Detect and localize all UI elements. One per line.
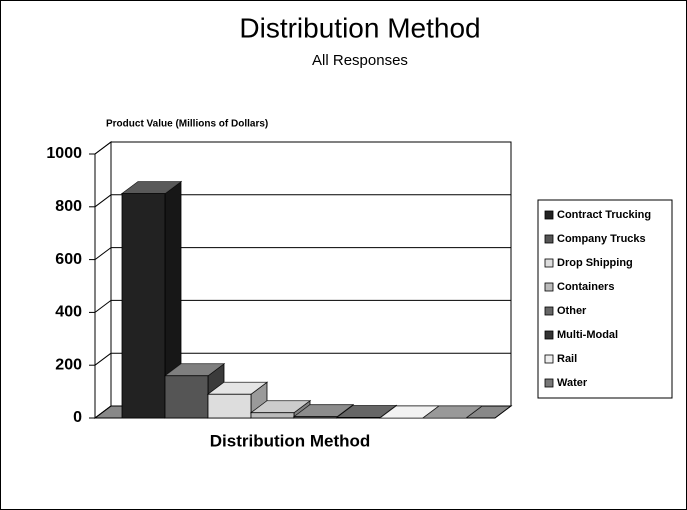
grid-diag bbox=[94, 352, 112, 366]
legend-label: Water bbox=[557, 377, 588, 389]
legend-label: Other bbox=[557, 305, 587, 317]
bar bbox=[250, 412, 295, 419]
y-tick-label: 0 bbox=[73, 409, 82, 426]
legend-swatch bbox=[544, 378, 554, 388]
legend-swatch bbox=[544, 354, 554, 364]
bar-top-shade bbox=[208, 382, 267, 395]
legend-label: Multi-Modal bbox=[557, 329, 618, 341]
legend-box bbox=[537, 199, 673, 399]
grid-diag bbox=[94, 141, 112, 155]
legend-swatch bbox=[544, 258, 554, 268]
bar-top-shade bbox=[165, 363, 224, 376]
chart-title: Distribution Method bbox=[239, 12, 480, 43]
legend-swatch bbox=[544, 234, 554, 244]
bar-top-shade bbox=[251, 400, 310, 413]
grid-diag bbox=[94, 194, 112, 208]
grid-diag bbox=[94, 299, 112, 313]
y-tick-label: 600 bbox=[55, 251, 82, 268]
legend-swatch bbox=[544, 282, 554, 292]
y-tick-label: 200 bbox=[55, 356, 82, 373]
bar-top-shade bbox=[122, 181, 181, 194]
legend-label: Rail bbox=[557, 353, 577, 365]
legend-label: Contract Trucking bbox=[557, 209, 651, 221]
bar bbox=[164, 375, 209, 419]
legend-swatch bbox=[544, 330, 554, 340]
grid-diag bbox=[94, 247, 112, 261]
legend-label: Drop Shipping bbox=[557, 257, 633, 269]
bar bbox=[336, 417, 381, 419]
bar-top-shade bbox=[380, 406, 439, 418]
y-axis-label: Product Value (Millions of Dollars) bbox=[106, 119, 268, 130]
y-tick-label: 400 bbox=[55, 304, 82, 321]
legend-label: Company Trucks bbox=[557, 233, 646, 245]
bar-top-shade bbox=[337, 405, 396, 418]
legend-label: Containers bbox=[557, 281, 614, 293]
legend-swatch bbox=[544, 210, 554, 220]
chart-subtitle: All Responses bbox=[312, 52, 408, 69]
grid-diag bbox=[94, 405, 112, 419]
bar-top-shade bbox=[423, 406, 482, 418]
y-tick-label: 800 bbox=[55, 198, 82, 215]
legend-swatch bbox=[544, 306, 554, 316]
bar bbox=[121, 193, 166, 419]
bar-side-shade bbox=[251, 382, 267, 418]
y-tick-label: 1000 bbox=[46, 145, 82, 162]
bar-top bbox=[421, 405, 484, 419]
bar-top-shade bbox=[294, 404, 353, 417]
bar-side-shade bbox=[165, 181, 181, 418]
bar bbox=[207, 393, 252, 419]
x-axis-label: Distribution Method bbox=[210, 431, 371, 450]
side-wall bbox=[94, 141, 112, 419]
bar bbox=[293, 416, 338, 419]
